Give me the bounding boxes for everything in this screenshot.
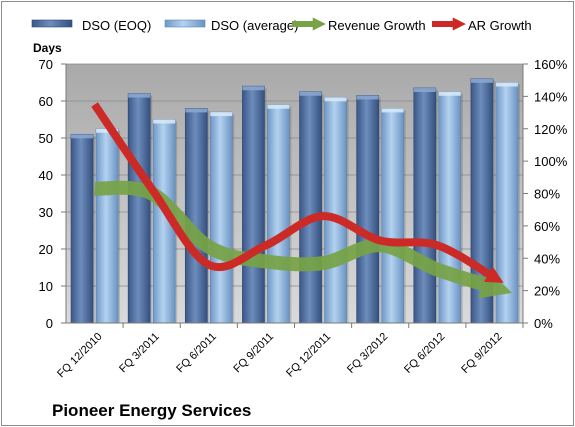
bar-top xyxy=(242,86,265,91)
x-tick-label: FQ 3/2011 xyxy=(117,331,162,376)
x-tick-label: FQ 3/2012 xyxy=(345,331,390,376)
bar-top xyxy=(299,91,322,96)
x-axis-ticks: FQ 12/2010 FQ 3/2011 FQ 6/2011 FQ 9/2011 FQ … xyxy=(55,323,524,381)
legend-item-dso-average: DSO (average) xyxy=(164,18,298,33)
bar-top xyxy=(470,78,493,83)
y2-tick-label: 100% xyxy=(534,154,568,169)
bar-dso-average-fq-9-2011 xyxy=(267,104,290,324)
y-tick-label: 70 xyxy=(39,57,53,72)
legend-item-dso-eoq: DSO (EOQ) xyxy=(31,18,151,33)
y2-tick-label: 20% xyxy=(534,284,560,299)
x-tick-label: FQ 6/2012 xyxy=(402,331,447,376)
y-axis-ticks: 0 10 20 30 40 50 60 70 xyxy=(39,57,53,331)
y2-tick-label: 160% xyxy=(534,57,568,72)
bar-top xyxy=(185,108,208,113)
bar-top xyxy=(210,112,233,117)
bar-dso-eoq-fq-3-2012 xyxy=(356,95,380,324)
y2-tick-label: 80% xyxy=(534,187,560,202)
y-tick-label: 10 xyxy=(39,279,53,294)
bar-top xyxy=(71,134,94,139)
legend-label-ar-growth: AR Growth xyxy=(468,18,532,33)
bar-top xyxy=(356,95,379,100)
y2-axis-ticks: 0% 20% 40% 60% 80% 100% 120% 140% 160% xyxy=(534,57,568,331)
bar-dso-eoq-fq-12-2011 xyxy=(299,91,322,324)
bar-top xyxy=(324,97,347,102)
legend-swatch-dso-eoq xyxy=(31,19,73,28)
bar-dso-eoq-fq-9-2011 xyxy=(242,85,265,324)
bar-top xyxy=(153,119,176,124)
y-tick-label: 20 xyxy=(39,242,53,257)
bar-dso-average-fq-12-2011 xyxy=(324,96,347,324)
bar-dso-eoq-fq-3-2011 xyxy=(127,93,151,324)
growth-lines xyxy=(91,102,513,299)
bar-top xyxy=(413,88,436,93)
bar-dso-average-fq-6-2012 xyxy=(438,91,462,324)
legend-label-dso-eoq: DSO (EOQ) xyxy=(82,18,151,33)
legend-swatch-dso-average xyxy=(164,19,206,28)
bar-top xyxy=(96,128,119,133)
legend-item-revenue-growth: Revenue Growth xyxy=(292,17,426,33)
bars xyxy=(70,78,520,324)
bar-dso-average-fq-9-2012 xyxy=(495,82,519,324)
x-tick-label: FQ 12/2010 xyxy=(55,331,105,381)
y2-tick-label: 120% xyxy=(534,122,568,137)
y2-tick-label: 140% xyxy=(534,89,568,104)
x-tick-label: FQ 9/2012 xyxy=(459,331,504,376)
y-tick-label: 30 xyxy=(39,205,53,220)
bar-dso-average-fq-3-2012 xyxy=(381,108,405,324)
bar-dso-eoq-fq-12-2010 xyxy=(70,133,94,324)
company-name: Pioneer Energy Services xyxy=(52,401,251,420)
y2-tick-label: 0% xyxy=(534,316,553,331)
bar-dso-eoq-fq-6-2012 xyxy=(413,87,437,324)
bar-dso-eoq-fq-6-2011 xyxy=(184,108,208,324)
y-tick-label: 60 xyxy=(39,94,53,109)
legend-item-ar-growth: AR Growth xyxy=(432,17,532,33)
x-tick-label: FQ 12/2011 xyxy=(284,331,333,380)
legend: DSO (EOQ) DSO (average) Revenue Growth A… xyxy=(31,17,532,33)
bar-top xyxy=(128,93,151,98)
bar-dso-average-fq-6-2011 xyxy=(209,111,233,324)
bar-top xyxy=(495,82,518,87)
legend-label-dso-average: DSO (average) xyxy=(211,18,298,33)
y2-tick-label: 60% xyxy=(534,219,560,234)
bar-top xyxy=(381,108,404,113)
legend-label-revenue-growth: Revenue Growth xyxy=(328,18,426,33)
y-tick-label: 40 xyxy=(39,168,53,183)
y-axis-unit-label: Days xyxy=(33,41,62,55)
x-tick-label: FQ 9/2011 xyxy=(231,331,276,376)
x-tick-label: FQ 6/2011 xyxy=(174,331,219,376)
line-ar-growth xyxy=(91,102,504,283)
bar-top xyxy=(267,104,290,109)
bar-dso-average-fq-12-2010 xyxy=(95,128,119,324)
bar-top xyxy=(438,91,461,96)
y2-tick-label: 40% xyxy=(534,251,560,266)
y-tick-label: 0 xyxy=(46,316,53,331)
y-tick-label: 50 xyxy=(39,131,53,146)
